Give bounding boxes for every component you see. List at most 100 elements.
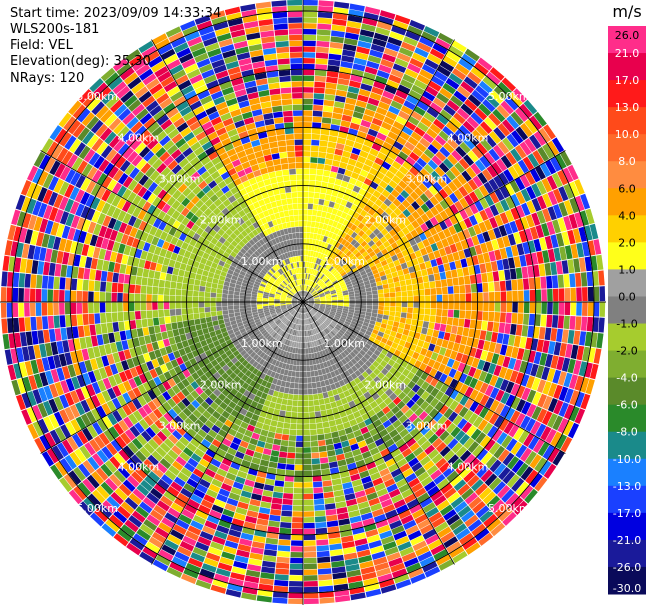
range-gate [523, 302, 530, 314]
range-gate [409, 271, 417, 279]
range-gate [363, 280, 370, 286]
range-gate [377, 372, 385, 380]
range-gate [515, 126, 529, 141]
range-gate [1, 318, 8, 334]
range-gate [186, 427, 197, 438]
range-gate [106, 271, 114, 282]
range-gate [376, 21, 392, 31]
range-gate [331, 118, 342, 126]
range-gate [315, 521, 327, 529]
range-gate [148, 471, 161, 483]
range-gate [479, 435, 491, 448]
range-gate [443, 332, 451, 341]
range-gate [256, 595, 272, 603]
range-gate [313, 322, 318, 328]
range-gate [352, 185, 361, 193]
range-gate [206, 406, 216, 415]
range-gate [30, 274, 37, 288]
range-gate [323, 170, 331, 177]
range-gate [337, 347, 343, 354]
range-gate [524, 450, 537, 466]
range-gate [561, 231, 570, 246]
range-gate [372, 452, 383, 461]
range-gate [311, 269, 316, 275]
range-gate [239, 408, 248, 416]
range-gate [318, 318, 324, 324]
range-gate [314, 405, 321, 412]
range-gate [233, 512, 246, 521]
range-gate [265, 355, 271, 363]
range-gate [404, 254, 412, 263]
range-gate [313, 283, 318, 289]
range-gate [356, 322, 363, 328]
range-gate [538, 326, 546, 340]
range-gate [347, 285, 354, 290]
range-gate [430, 258, 438, 267]
range-gate [462, 267, 470, 277]
range-gate [388, 105, 400, 116]
range-gate [303, 255, 306, 262]
range-gate [381, 121, 393, 131]
range-gate [417, 339, 425, 348]
range-gate [478, 221, 488, 233]
range-gate [276, 328, 282, 334]
range-gate [222, 293, 228, 299]
range-gate [322, 330, 327, 336]
range-gate [510, 148, 522, 162]
range-gate [270, 330, 276, 337]
range-gate [242, 416, 251, 424]
range-gate [48, 262, 56, 276]
range-gate [521, 387, 531, 401]
range-gate [430, 336, 438, 345]
range-gate [129, 311, 136, 321]
range-gate [395, 535, 410, 546]
range-gate [404, 120, 417, 131]
range-gate [502, 235, 511, 248]
range-gate [451, 325, 458, 335]
range-gate [228, 529, 242, 538]
range-gate [154, 271, 161, 280]
range-gate [221, 457, 232, 467]
range-gate [455, 145, 467, 158]
range-gate [533, 131, 547, 146]
range-gate [433, 495, 447, 507]
range-gate [320, 410, 328, 417]
range-gate [206, 276, 213, 283]
range-gate [384, 328, 392, 335]
range-gate [534, 476, 548, 492]
range-gate [319, 217, 326, 224]
range-gate [509, 180, 521, 194]
range-gate [158, 317, 166, 325]
range-gate [318, 439, 326, 447]
range-gate [287, 346, 291, 353]
range-gate [178, 269, 185, 277]
range-gate [303, 493, 314, 500]
range-gate [258, 465, 268, 473]
range-gate [520, 202, 531, 216]
range-gate [323, 287, 329, 292]
range-gate [303, 528, 316, 535]
range-gate [585, 378, 595, 395]
range-gate [542, 395, 553, 410]
range-gate [261, 566, 276, 574]
range-gate [135, 467, 148, 479]
range-gate [541, 178, 553, 193]
range-gate [286, 376, 292, 383]
range-gate [428, 185, 438, 196]
range-gate [505, 438, 518, 452]
range-gate [374, 198, 383, 207]
range-gate [213, 453, 224, 463]
range-gate [443, 228, 452, 238]
range-gate [419, 69, 434, 80]
range-gate [530, 363, 539, 377]
range-gate [335, 312, 342, 317]
range-gate [447, 154, 458, 166]
range-gate [12, 302, 19, 318]
range-gate [310, 145, 319, 152]
range-gate [317, 326, 322, 332]
range-gate [303, 540, 316, 546]
range-gate [175, 295, 181, 302]
range-gate [563, 274, 570, 288]
range-gate [283, 357, 288, 364]
range-gate [486, 495, 501, 509]
